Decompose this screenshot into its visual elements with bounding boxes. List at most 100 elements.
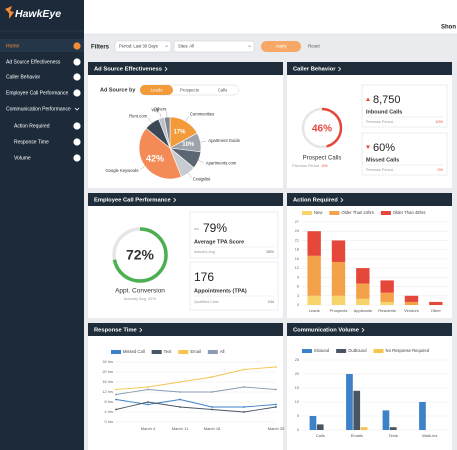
series-point <box>147 388 149 391</box>
panel-header[interactable] <box>287 62 452 75</box>
bar-segment <box>331 261 346 296</box>
x-tick-label: March 4 <box>141 426 156 431</box>
menu-item[interactable]: Volume <box>14 155 31 161</box>
title-chevron <box>340 197 344 203</box>
menu-item[interactable]: Home <box>6 43 20 49</box>
trend-arrow <box>366 97 370 101</box>
legend-swatch <box>111 350 121 354</box>
series-point <box>211 406 213 408</box>
y-tick-label: 4 hrs <box>105 410 114 414</box>
legend-label: Email <box>190 349 201 354</box>
user-name[interactable]: Shon <box>441 25 456 31</box>
bar <box>346 374 353 430</box>
menu-active-bg <box>0 39 84 52</box>
menu-item[interactable]: Caller Behavior <box>6 74 41 80</box>
apply-button[interactable] <box>261 41 301 52</box>
filters-label: Filters <box>91 45 110 51</box>
bar-segment <box>380 280 394 293</box>
bar-segment <box>331 295 346 305</box>
panel-header[interactable] <box>287 323 452 336</box>
menu-item[interactable]: Response Time <box>14 139 49 145</box>
bar <box>382 410 390 430</box>
menu-expand[interactable] <box>74 107 80 111</box>
menu-item[interactable]: Communication Performance <box>6 106 71 112</box>
reset-link[interactable]: Reset <box>308 44 321 49</box>
series-point <box>115 388 117 391</box>
bar-segment <box>380 301 394 305</box>
series-point <box>115 393 117 396</box>
y-tick-label: 20 <box>295 372 299 376</box>
slice-label: Communities <box>190 112 214 117</box>
top-bar <box>84 0 457 34</box>
y-tick-label: 5 <box>297 414 299 418</box>
y-tick-label: 12 hrs <box>102 390 113 394</box>
slice-value: 17% <box>173 130 186 136</box>
y-tick-label: 10 <box>295 400 299 404</box>
trend-arrow <box>366 145 370 149</box>
y-tick-label: 0 hrs <box>105 420 114 424</box>
x-tick-label: Other <box>431 308 442 313</box>
legend-label: Text <box>164 349 173 354</box>
tab-label[interactable]: Leads <box>151 87 163 92</box>
leader-line <box>185 116 190 122</box>
series-point <box>147 386 149 388</box>
menu-icon <box>73 138 81 146</box>
series-point <box>147 401 149 403</box>
series-point <box>179 406 181 408</box>
menu-item[interactable]: Employee Call Performance <box>6 90 68 96</box>
panel-title: Action Required <box>293 198 338 204</box>
x-tick-label: Texts <box>389 433 398 438</box>
x-tick-label: Applicants <box>354 308 372 313</box>
panel-title: Employee Call Performance <box>94 198 171 204</box>
series-point <box>275 366 277 368</box>
series-point <box>243 411 245 413</box>
series-point <box>179 381 181 383</box>
y-tick-label: 3 <box>297 294 299 298</box>
legend-label: No Response Required <box>386 348 430 353</box>
x-tick-label: Vendors <box>404 308 419 313</box>
sidebar <box>0 0 84 450</box>
y-tick-label: 8 hrs <box>105 400 114 404</box>
slice-label: Yelp <box>151 108 160 113</box>
panel <box>287 323 452 450</box>
previous-label: Previous Period <box>366 168 393 172</box>
bar <box>353 390 361 430</box>
sites-dropdown[interactable] <box>173 40 255 53</box>
kpi-value: 8,750 <box>373 94 401 106</box>
x-tick-label: Residents <box>378 308 396 313</box>
title-chevron <box>338 66 342 72</box>
tab-label[interactable]: Calls <box>218 87 228 92</box>
legend-swatch <box>373 349 384 353</box>
bar <box>316 424 324 430</box>
bar <box>309 416 317 430</box>
legend-swatch <box>329 211 340 215</box>
slice-label: Google Keywords <box>105 168 138 173</box>
panel-header[interactable] <box>88 62 283 75</box>
panel-header[interactable] <box>88 193 283 206</box>
bar-segment <box>307 255 321 296</box>
title-chevron <box>361 327 365 333</box>
kpi-card <box>189 211 279 259</box>
menu-item[interactable]: Ad Source Effectiveness <box>6 59 61 65</box>
tab-label[interactable]: Prospects <box>180 87 199 92</box>
panel-header[interactable] <box>287 193 452 206</box>
apply-label: Apply <box>275 44 287 49</box>
kpi-card <box>189 261 279 311</box>
menu-item[interactable]: Action Required <box>14 123 50 129</box>
previous-value: -5% <box>321 164 328 168</box>
previous-value: 0% <box>438 168 444 172</box>
logo[interactable]: HawkEye <box>15 8 61 20</box>
legend-label: Missed Call <box>123 349 145 354</box>
panel-header[interactable] <box>88 323 283 336</box>
x-tick-label: Prospects <box>330 308 348 313</box>
y-tick-label: 24 <box>295 229 299 233</box>
series-point <box>115 408 117 411</box>
x-tick-label: March 18 <box>204 426 221 431</box>
previous-label: Previous Period <box>292 164 319 168</box>
leader-line <box>148 117 152 124</box>
bar <box>360 427 368 430</box>
period-dropdown[interactable] <box>114 40 172 53</box>
pie-slice <box>138 127 182 180</box>
gauge-label: Appt. Conversion <box>115 288 165 295</box>
slice-label: Rent.com <box>129 114 147 119</box>
